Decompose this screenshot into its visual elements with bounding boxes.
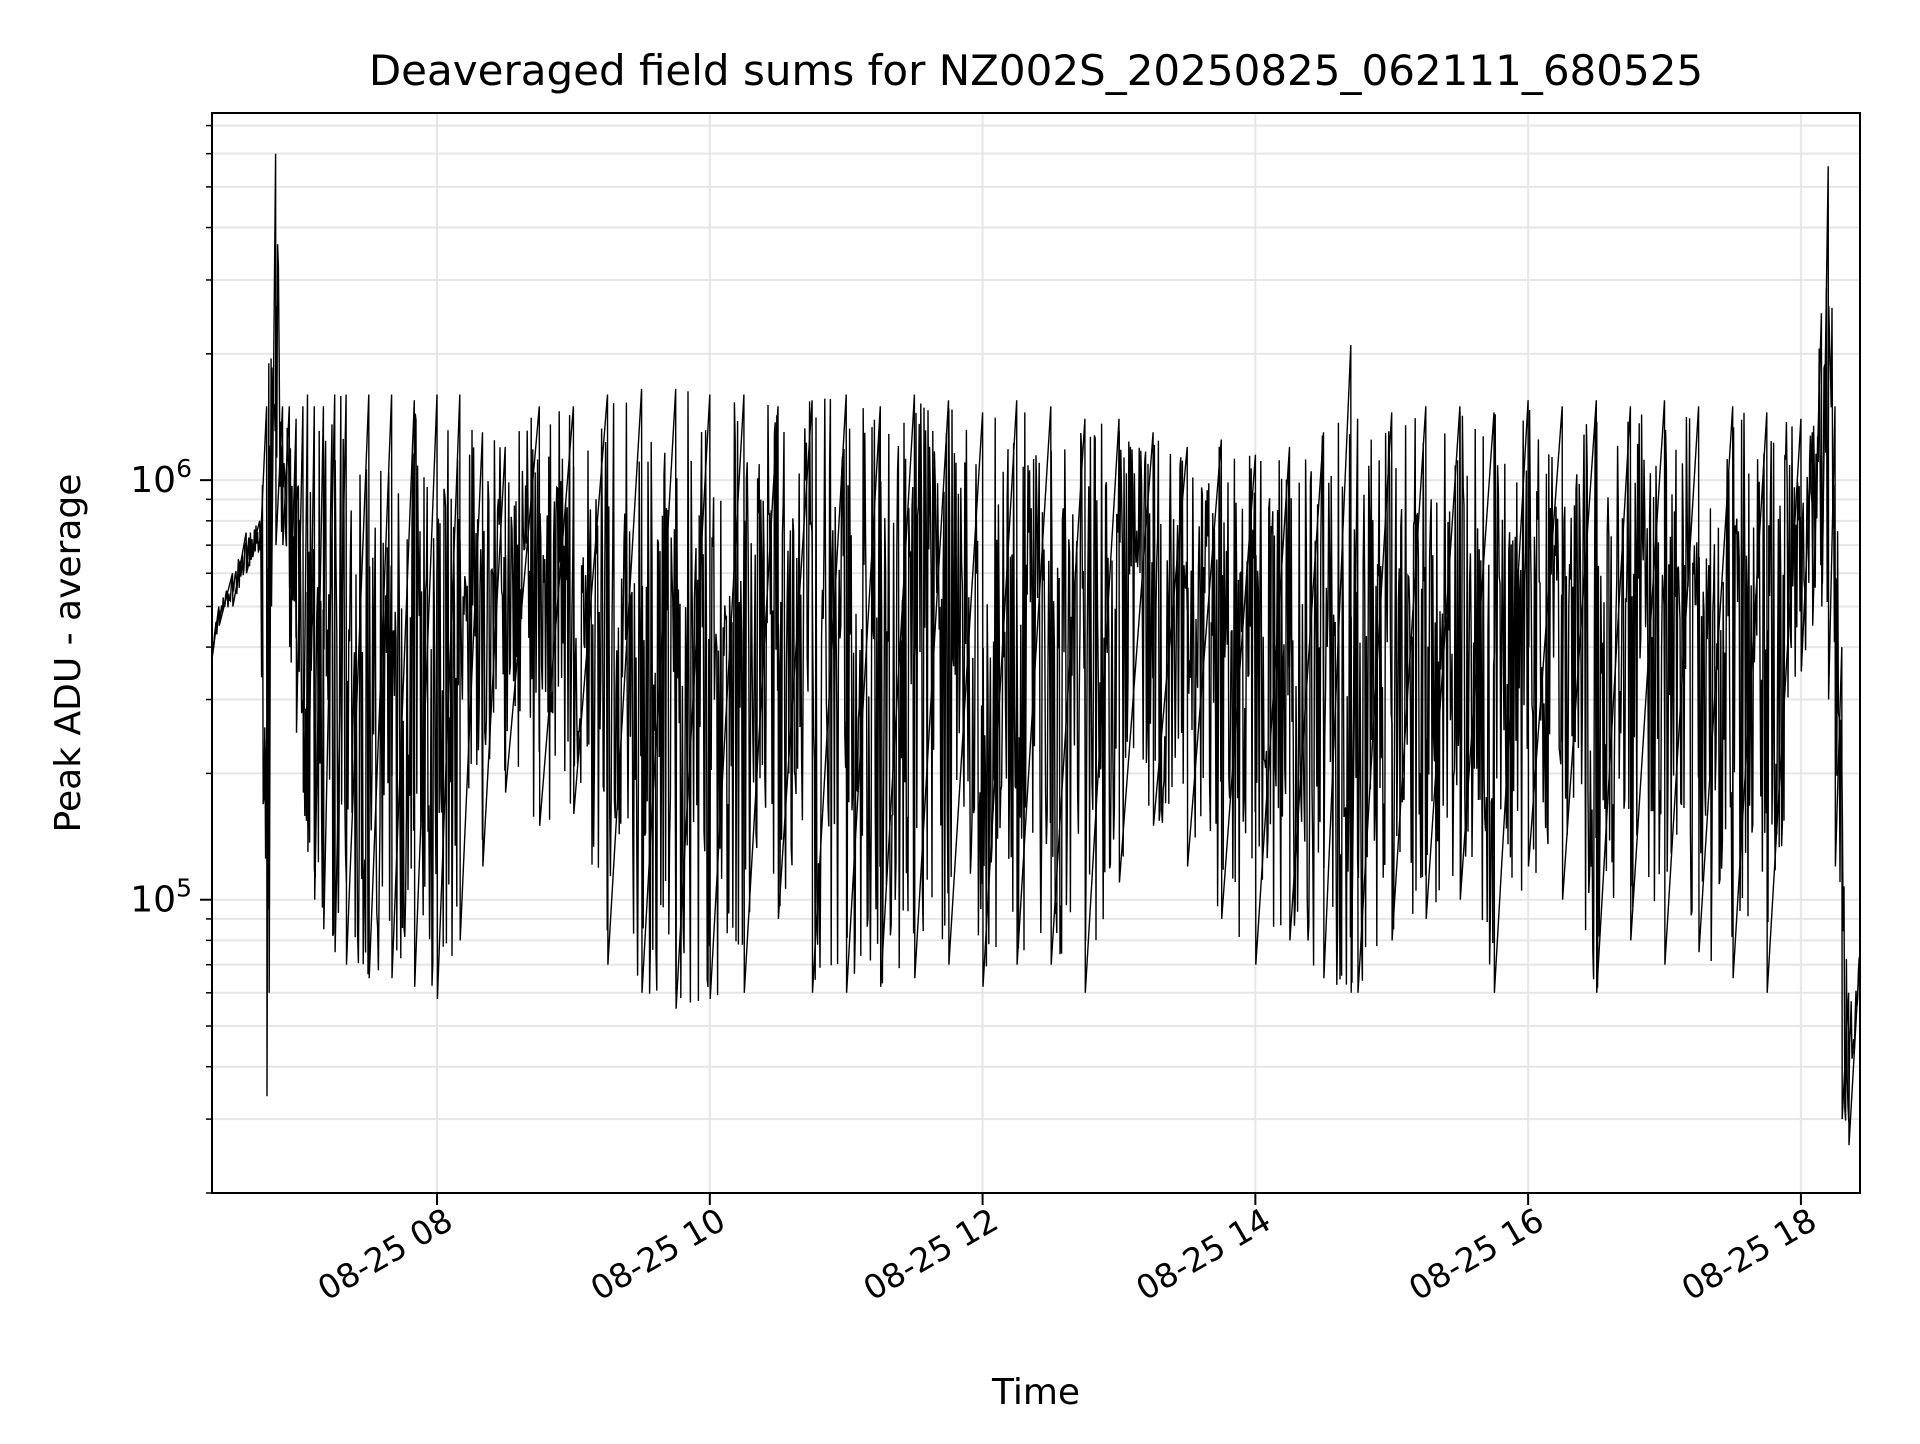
plot-frame [211, 112, 1861, 1194]
y-axis-label: Peak ADU - average [48, 474, 89, 833]
data-layer [211, 153, 1862, 1146]
y-tick-label: 105 [130, 874, 192, 921]
y-tick-label: 106 [130, 454, 192, 501]
y-axis: 105 106 [130, 124, 212, 1194]
chart-title: Deaveraged field sums for NZ002S_2025082… [369, 46, 1703, 95]
series-line [211, 244, 1861, 1122]
series-envelope-line [211, 153, 1862, 1146]
x-axis-label: Time [991, 1372, 1080, 1413]
